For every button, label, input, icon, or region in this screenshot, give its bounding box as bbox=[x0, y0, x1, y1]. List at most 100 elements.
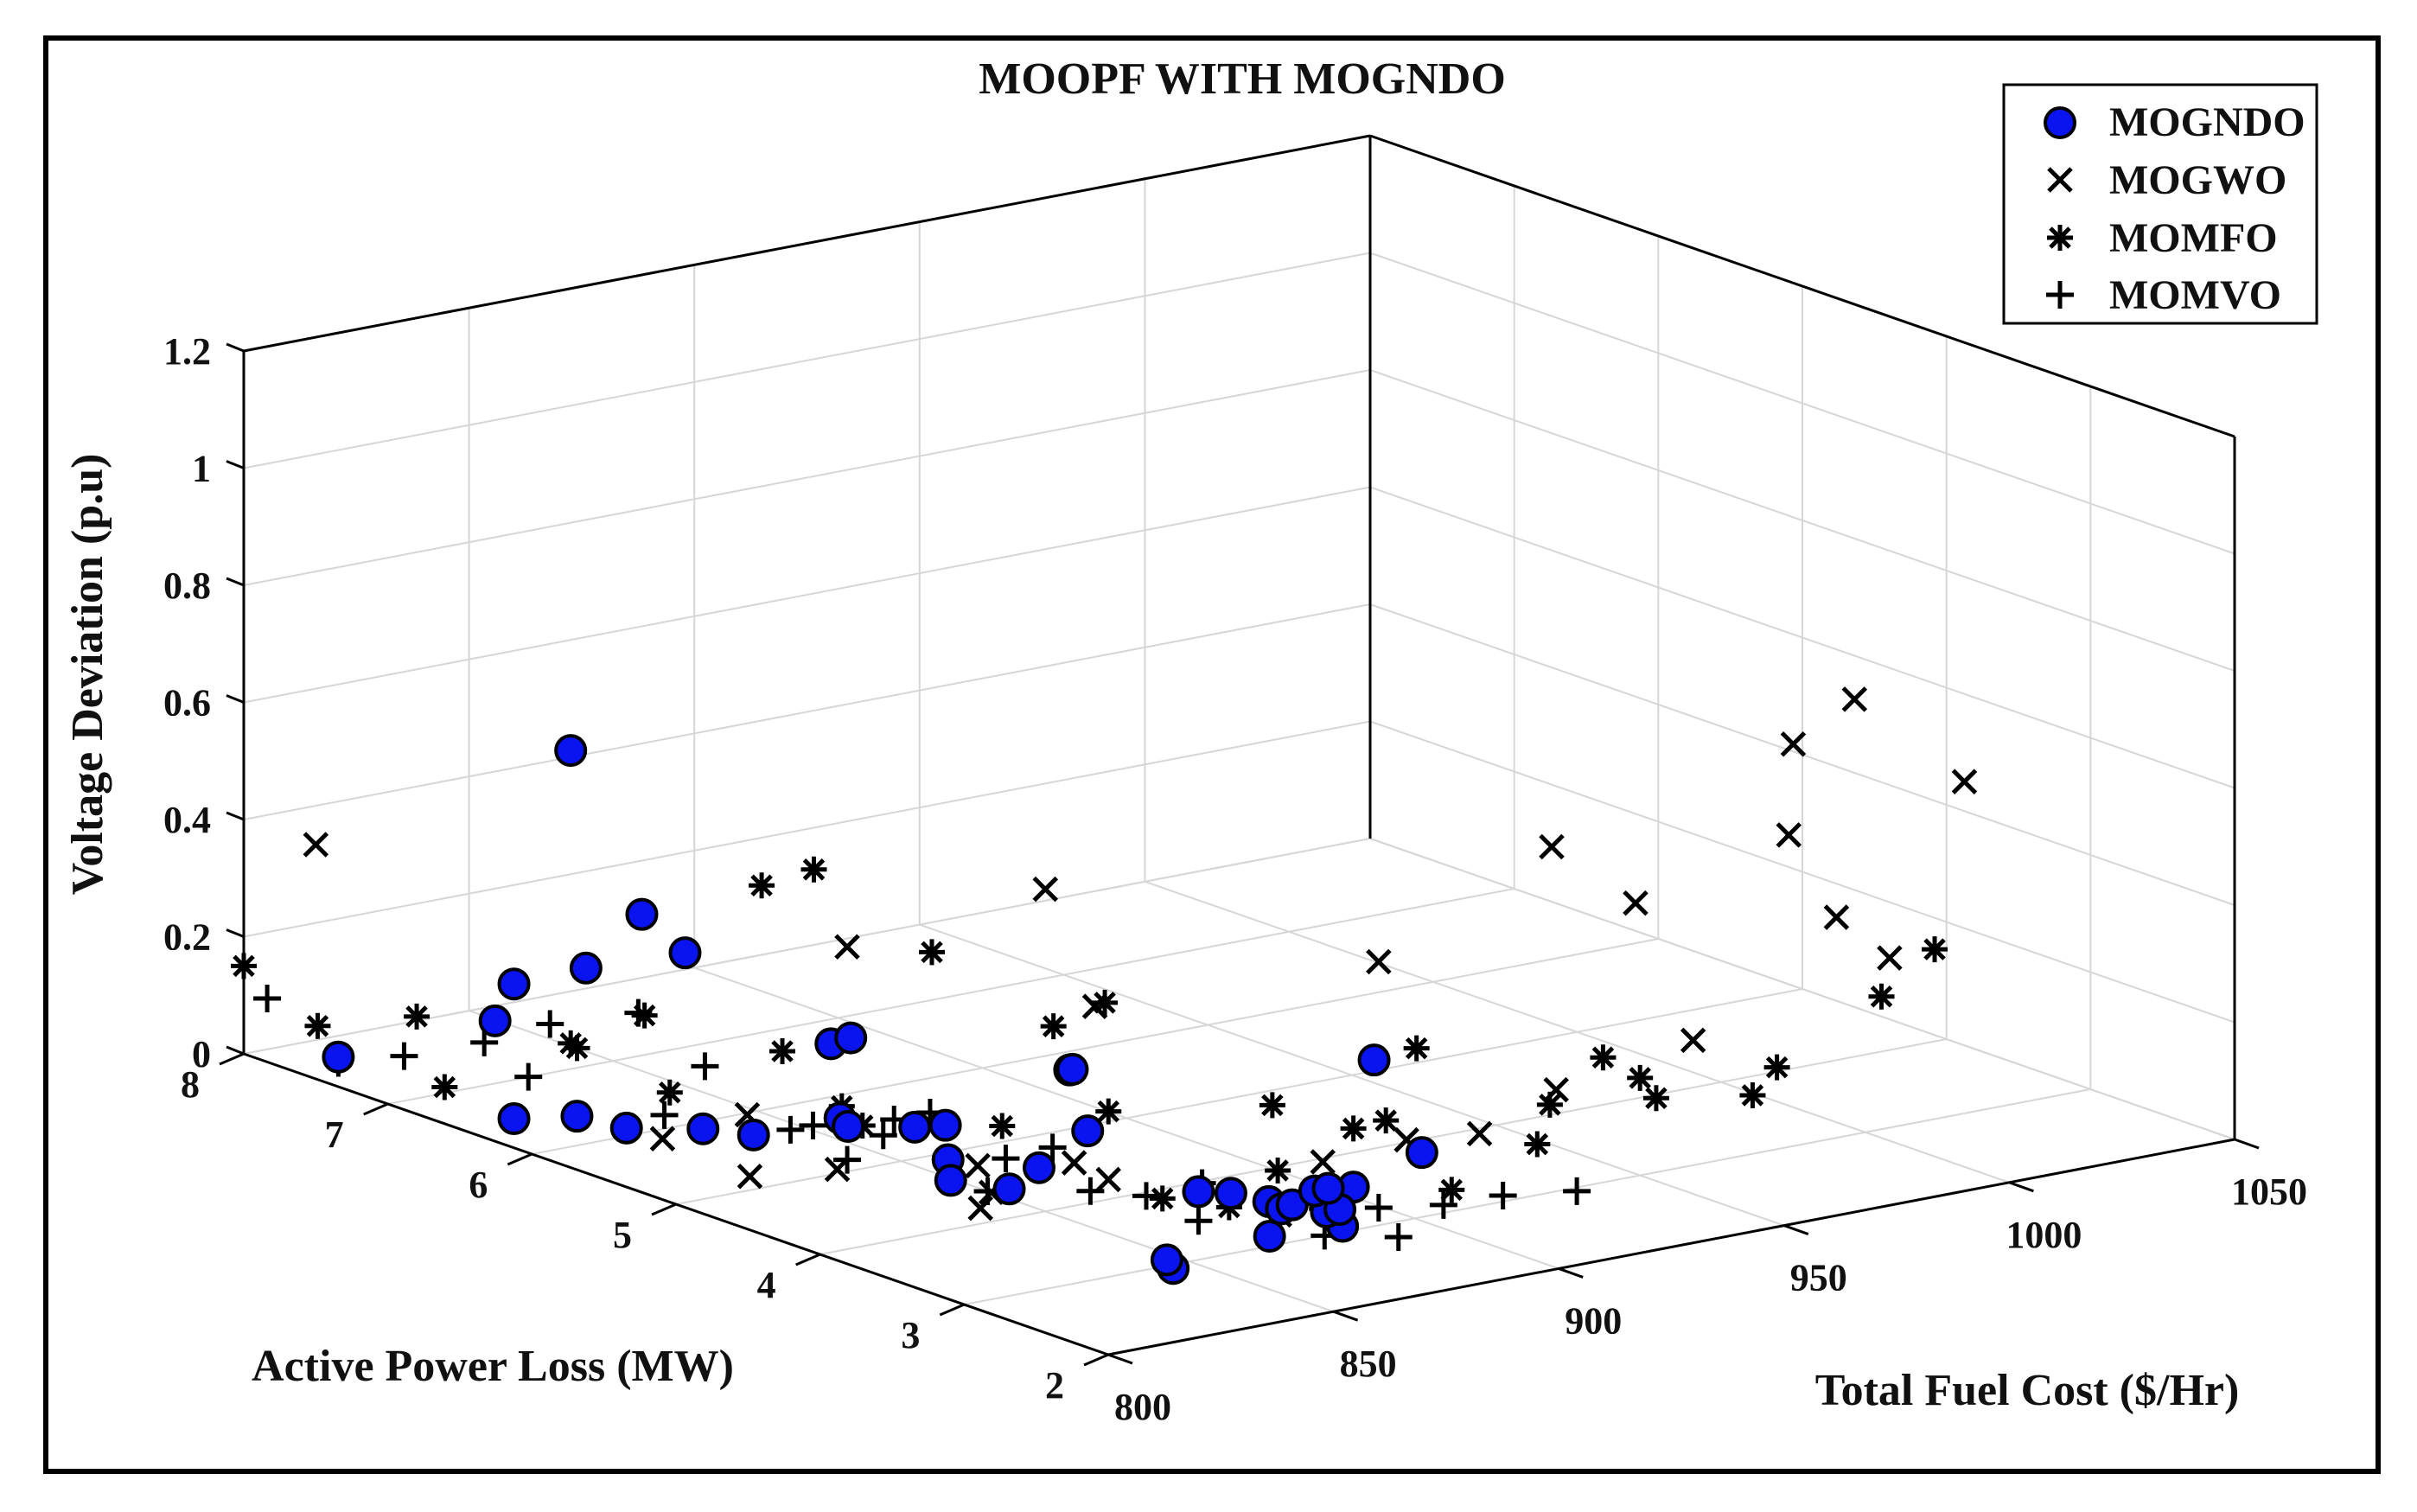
x-tick-label: 1050 bbox=[2231, 1171, 2307, 1213]
point-mogwo bbox=[1823, 904, 1850, 930]
y-tick-mark bbox=[1083, 1353, 1109, 1367]
point-mogwo bbox=[1310, 1149, 1336, 1175]
point-momvo-shape bbox=[833, 1145, 862, 1174]
point-mogndo bbox=[560, 1100, 594, 1133]
point-momvo bbox=[992, 1145, 1020, 1173]
point-momvo-shape bbox=[992, 1145, 1020, 1173]
x-tick-label: 950 bbox=[1790, 1257, 1847, 1299]
point-momfo bbox=[1922, 936, 1948, 963]
point-momvo-shape bbox=[536, 1010, 564, 1038]
point-momvo bbox=[1489, 1181, 1517, 1209]
point-momvo-shape bbox=[1038, 1133, 1067, 1162]
point-mogndo bbox=[1055, 1052, 1089, 1086]
x-tick-mark bbox=[1107, 1353, 1133, 1365]
point-momfo bbox=[631, 1002, 658, 1029]
point-momvo bbox=[1132, 1182, 1160, 1210]
point-mogndo bbox=[1253, 1219, 1286, 1253]
point-mogndo-shape bbox=[898, 1110, 932, 1144]
legend-marker-momfo-shape bbox=[2047, 225, 2073, 251]
y-tick-label: 8 bbox=[181, 1063, 200, 1106]
point-momfo bbox=[231, 953, 257, 979]
point-mogwo bbox=[1951, 769, 1978, 794]
point-momvo-shape bbox=[1429, 1190, 1457, 1219]
gridline bbox=[532, 938, 1659, 1155]
point-mogwo-shape bbox=[1061, 1150, 1087, 1176]
point-momfo bbox=[1642, 1085, 1669, 1112]
y-tick-mark bbox=[939, 1303, 965, 1317]
point-momfo-shape bbox=[989, 1113, 1016, 1139]
point-momvo bbox=[390, 1042, 418, 1070]
gridline bbox=[243, 720, 1371, 938]
point-momvo bbox=[1076, 1177, 1105, 1205]
point-momvo-shape bbox=[799, 1111, 827, 1139]
point-momfo-shape bbox=[1092, 989, 1119, 1016]
point-momfo bbox=[431, 1074, 458, 1101]
point-momfo bbox=[989, 1113, 1016, 1139]
point-momfo-shape bbox=[1739, 1081, 1766, 1108]
point-mogwo-shape bbox=[1877, 945, 1903, 971]
y-tick-label: 5 bbox=[613, 1214, 632, 1256]
point-momfo bbox=[769, 1038, 796, 1065]
point-mogndo bbox=[832, 1109, 865, 1143]
point-momvo-shape bbox=[691, 1052, 719, 1081]
y-tick-label: 2 bbox=[1045, 1364, 1064, 1407]
point-mogndo bbox=[1150, 1243, 1183, 1277]
point-mogndo bbox=[322, 1040, 355, 1074]
legend-marker-mogndo bbox=[2044, 106, 2076, 139]
point-mogwo-shape bbox=[1623, 890, 1649, 916]
gridline bbox=[675, 988, 1803, 1205]
point-momfo bbox=[1373, 1107, 1400, 1134]
point-mogwo-shape bbox=[1466, 1120, 1493, 1147]
point-momvo bbox=[1563, 1177, 1591, 1205]
legend-label-momvo: MOMVO bbox=[2109, 272, 2281, 318]
point-momfo bbox=[1040, 1013, 1067, 1040]
point-momvo bbox=[776, 1115, 805, 1144]
point-mogwo bbox=[1032, 876, 1059, 903]
legend-marker-momvo bbox=[2046, 281, 2074, 309]
x-tick-mark bbox=[1558, 1266, 1584, 1279]
point-momfo-shape bbox=[1627, 1064, 1654, 1091]
x-tick-label: 900 bbox=[1565, 1299, 1622, 1342]
legend-items bbox=[2044, 106, 2076, 309]
legend-label-mogwo: MOGWO bbox=[2109, 157, 2286, 203]
z-tick-label: 0 bbox=[192, 1033, 211, 1075]
point-momfo-shape bbox=[656, 1079, 683, 1106]
point-mogwo-shape bbox=[1841, 686, 1868, 712]
z-tick-label: 0.6 bbox=[163, 682, 211, 724]
point-momfo bbox=[1403, 1035, 1430, 1062]
point-mogwo-shape bbox=[737, 1163, 763, 1190]
point-momvo-shape bbox=[1076, 1177, 1105, 1205]
legend-marker-momfo bbox=[2047, 225, 2073, 251]
legend-marker-momvo-shape bbox=[2046, 281, 2074, 309]
gridline bbox=[243, 369, 1371, 586]
z-tick-label: 0.4 bbox=[163, 799, 211, 841]
point-momvo-shape bbox=[1132, 1182, 1160, 1210]
gridline bbox=[387, 888, 1515, 1105]
point-momvo-shape bbox=[514, 1062, 543, 1091]
point-mogndo-shape bbox=[737, 1118, 770, 1152]
point-mogndo bbox=[1071, 1114, 1105, 1148]
point-mogndo bbox=[668, 936, 702, 970]
point-mogwo-shape bbox=[1366, 948, 1392, 975]
point-mogndo-shape bbox=[832, 1109, 865, 1143]
gridline bbox=[1369, 486, 2235, 789]
x-tick-mark bbox=[1333, 1310, 1359, 1322]
point-mogndo-shape bbox=[992, 1172, 1026, 1206]
point-mogwo bbox=[1539, 833, 1565, 860]
point-momvo bbox=[536, 1010, 564, 1038]
z-tick-label: 1.2 bbox=[163, 330, 211, 373]
point-mogndo-shape bbox=[1150, 1243, 1183, 1277]
point-momfo-shape bbox=[1373, 1107, 1400, 1134]
y-tick-mark bbox=[219, 1052, 245, 1066]
box-edge bbox=[243, 134, 1371, 353]
point-mogndo-shape bbox=[1253, 1219, 1286, 1253]
tick-layer: 800 850 900 950 1000 1050 2 3 4 5 6 7 80 0.2 0.4 0.6 0.8… bbox=[163, 330, 2307, 1428]
point-mogndo-shape bbox=[497, 1102, 531, 1136]
x-tick-label: 850 bbox=[1340, 1343, 1397, 1385]
point-mogndo-shape bbox=[560, 1100, 594, 1133]
point-momfo-shape bbox=[1642, 1085, 1669, 1112]
point-momfo bbox=[1265, 1157, 1291, 1183]
point-momvo bbox=[253, 985, 282, 1013]
point-mogndo bbox=[1182, 1175, 1215, 1209]
points-layer bbox=[231, 686, 1978, 1286]
